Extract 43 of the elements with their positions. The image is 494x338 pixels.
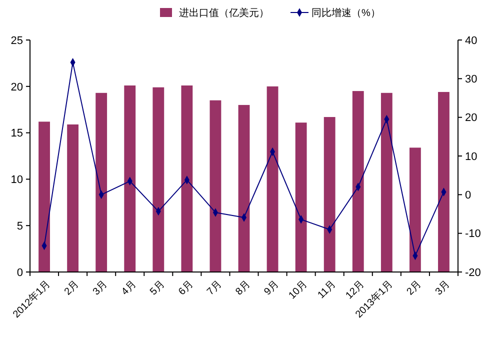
y-tick-label: 15 xyxy=(10,128,23,140)
x-tick-label: 10月 xyxy=(286,278,310,302)
y-tick-label: 20 xyxy=(10,81,23,94)
bar xyxy=(352,91,364,272)
y2-tick-label: 40 xyxy=(465,34,478,47)
x-tick-label: 2月 xyxy=(405,278,424,298)
y2-tick-label: 0 xyxy=(465,190,472,202)
bar xyxy=(266,86,278,272)
x-tick-label: 4月 xyxy=(120,278,138,298)
legend-label: 进出口值（亿美元） xyxy=(179,7,269,19)
x-tick-label: 5月 xyxy=(148,278,167,298)
y-tick-label: 10 xyxy=(10,174,23,186)
bar xyxy=(181,85,193,272)
bar xyxy=(380,92,392,272)
bar xyxy=(324,117,336,272)
x-tick-label: 6月 xyxy=(176,278,196,298)
bar xyxy=(96,92,108,272)
y-tick-label: 5 xyxy=(16,220,23,232)
bar xyxy=(210,100,222,272)
x-tick-label: 9月 xyxy=(262,278,282,298)
bar xyxy=(409,148,421,272)
y2-tick-label: -10 xyxy=(465,228,481,240)
y-tick-label: 0 xyxy=(16,266,23,279)
bar xyxy=(295,122,307,272)
y2-tick-label: 20 xyxy=(465,112,478,124)
x-tick-label: 7月 xyxy=(205,278,224,298)
x-tick-label: 8月 xyxy=(234,278,253,298)
y2-tick-label: 10 xyxy=(465,150,478,163)
bar xyxy=(124,85,136,272)
x-tick-label: 11月 xyxy=(316,278,338,302)
bar xyxy=(238,104,250,272)
x-tick-label: 2月 xyxy=(62,278,82,298)
y2-tick-label: -20 xyxy=(465,266,481,279)
x-tick-label: 12月 xyxy=(344,278,367,302)
x-tick-label: 3月 xyxy=(91,278,110,298)
y-tick-label: 25 xyxy=(10,34,23,47)
y2-tick-label: 30 xyxy=(465,74,478,86)
x-tick-label: 3月 xyxy=(434,278,452,298)
bar xyxy=(38,122,50,272)
legend-label: 同比增速（%） xyxy=(312,7,380,19)
bar xyxy=(152,87,164,272)
bar xyxy=(438,92,450,272)
bar xyxy=(67,124,79,272)
